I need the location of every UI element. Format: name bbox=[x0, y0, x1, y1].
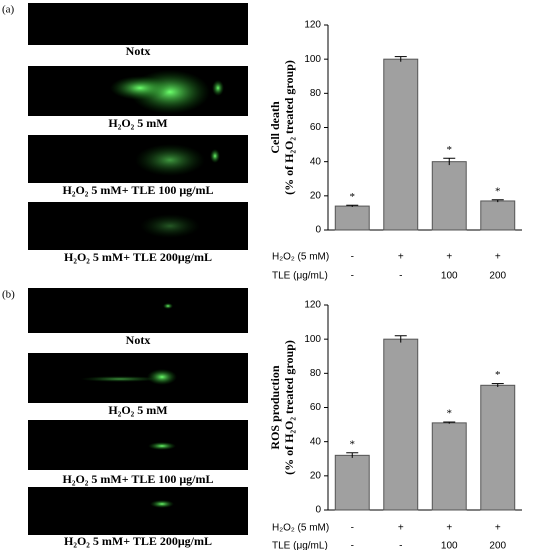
treatment-value: + bbox=[446, 252, 452, 263]
image-caption: H₂O₂ 5 mM+ TLE 100 μg/mL bbox=[63, 472, 214, 486]
treatment-value: + bbox=[495, 523, 501, 534]
significance-mark: * bbox=[495, 369, 501, 381]
y-tick-label: 80 bbox=[310, 88, 322, 99]
treatment-value: + bbox=[398, 252, 404, 263]
image-caption: H₂O₂ 5 mM bbox=[108, 116, 167, 130]
significance-mark: * bbox=[350, 438, 356, 450]
treatment-value: - bbox=[351, 271, 354, 282]
bar bbox=[431, 161, 467, 231]
image-caption: H₂O₂ 5 mM+ TLE 200μg/mL bbox=[64, 534, 212, 548]
y-tick-label: 0 bbox=[315, 505, 321, 516]
y-axis-label: ROS production bbox=[268, 365, 282, 449]
y-axis-label: (% of H₂O₂ treated group) bbox=[282, 340, 296, 475]
significance-mark: * bbox=[350, 191, 356, 203]
significance-mark: * bbox=[447, 144, 453, 156]
bar bbox=[334, 454, 370, 511]
y-tick-label: 80 bbox=[310, 368, 322, 379]
image-caption: H₂O₂ 5 mM+ TLE 100 μg/mL bbox=[63, 183, 214, 197]
y-tick-label: 120 bbox=[304, 20, 321, 31]
y-tick-label: 120 bbox=[304, 300, 321, 311]
image-caption: H₂O₂ 5 mM bbox=[108, 403, 167, 417]
treatment-value: 200 bbox=[489, 541, 506, 550]
image-caption: H₂O₂ 5 mM+ TLE 200μg/mL bbox=[64, 250, 212, 264]
y-tick-label: 0 bbox=[315, 225, 321, 236]
y-axis-label: (% of H₂O₂ treated group) bbox=[282, 60, 296, 195]
treatment-label: H₂O₂ (5 mM) bbox=[272, 523, 329, 534]
panel-label: (b) bbox=[2, 289, 15, 301]
bar bbox=[431, 422, 467, 511]
treatment-value: - bbox=[351, 523, 354, 534]
y-tick-label: 100 bbox=[304, 334, 321, 345]
y-tick-label: 40 bbox=[310, 436, 322, 447]
bar bbox=[334, 205, 370, 231]
y-tick-label: 60 bbox=[310, 402, 322, 413]
y-tick-label: 60 bbox=[310, 122, 322, 133]
treatment-value: + bbox=[495, 252, 501, 263]
treatment-value: - bbox=[351, 252, 354, 263]
image-caption: Notx bbox=[126, 333, 151, 347]
bar bbox=[383, 58, 419, 231]
image-caption: Notx bbox=[126, 44, 151, 58]
y-axis-label: Cell death bbox=[268, 101, 282, 154]
treatment-label: H₂O₂ (5 mM) bbox=[272, 252, 329, 263]
significance-mark: * bbox=[495, 185, 501, 197]
treatment-label: TLE (μg/mL) bbox=[272, 541, 328, 550]
treatment-value: - bbox=[399, 271, 402, 282]
bar bbox=[480, 384, 516, 511]
significance-mark: * bbox=[447, 408, 453, 420]
treatment-value: + bbox=[446, 523, 452, 534]
treatment-value: 100 bbox=[441, 271, 458, 282]
y-tick-label: 20 bbox=[310, 470, 322, 481]
panel-label: (a) bbox=[2, 4, 15, 16]
treatment-value: + bbox=[398, 523, 404, 534]
treatment-value: 100 bbox=[441, 541, 458, 550]
y-tick-label: 20 bbox=[310, 190, 322, 201]
treatment-value: - bbox=[351, 541, 354, 550]
fluorescence-images bbox=[28, 3, 248, 535]
y-tick-label: 100 bbox=[304, 54, 321, 65]
treatment-value: - bbox=[399, 541, 402, 550]
treatment-label: TLE (μg/mL) bbox=[272, 271, 328, 282]
treatment-value: 200 bbox=[489, 271, 506, 282]
bar bbox=[480, 200, 516, 231]
bar bbox=[383, 338, 419, 511]
y-tick-label: 40 bbox=[310, 156, 322, 167]
